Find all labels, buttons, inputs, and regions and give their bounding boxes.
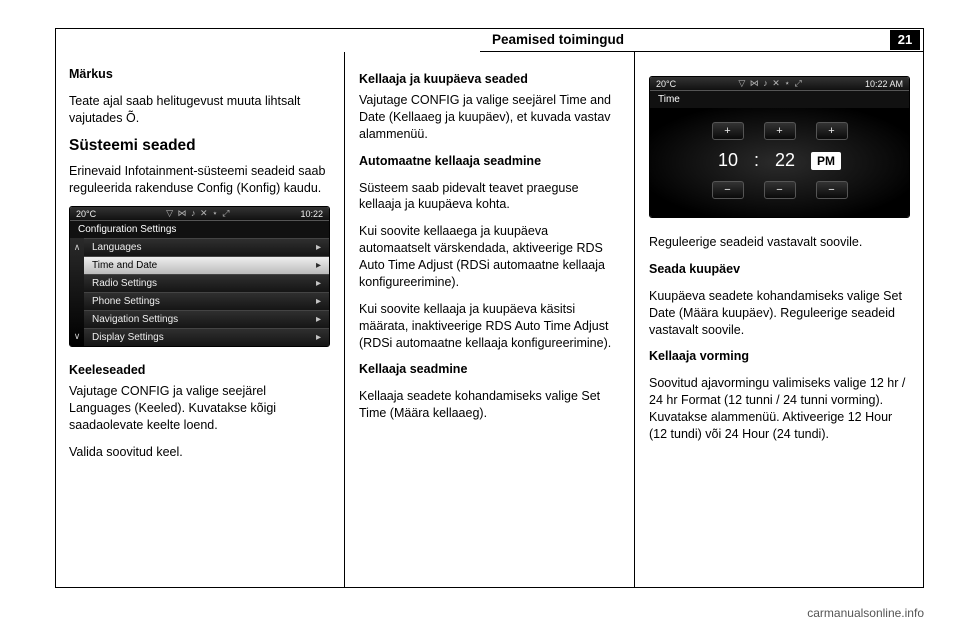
auto-time-p3: Kui soovite kellaaja ja kuupäeva käsitsi… (359, 301, 620, 352)
scroll-up-icon: ∧ (74, 242, 81, 253)
content-columns: Märkus Teate ajal saab helitugevust muut… (55, 52, 924, 588)
chevron-right-icon: ▸ (316, 242, 321, 253)
hour-value: 10 (718, 150, 738, 171)
screen-title: Time (650, 91, 909, 108)
hour-plus-button: + (712, 122, 744, 140)
time-format-p: Soovitud ajavormingu valimiseks valige 1… (649, 375, 910, 443)
set-date-p: Kuupäeva seadete kohandamiseks valige Se… (649, 288, 910, 339)
auto-time-p1: Süsteem saab pidevalt teavet praeguse ke… (359, 180, 620, 214)
time-set-p: Kellaaja seadete kohandamiseks valige Se… (359, 388, 620, 422)
chevron-right-icon: ▸ (316, 332, 321, 343)
column-3: 20°C ▽ ⋈ ♪ ✕ ⋆ ⤢ 10:22 AM Time + + + 10 … (634, 52, 924, 588)
list-item: Time and Date ▸ (84, 256, 329, 274)
time-adjust-p: Reguleerige seadeid vastavalt soovile. (649, 234, 910, 251)
language-settings-p1: Vajutage CONFIG ja valige seejärel Langu… (69, 383, 330, 434)
time-colon: : (754, 150, 759, 171)
chevron-right-icon: ▸ (316, 260, 321, 271)
list-item: Navigation Settings ▸ (84, 310, 329, 328)
status-icons: ▽ ⋈ ♪ ✕ ⋆ ⤢ (166, 208, 230, 219)
language-settings-heading: Keeleseaded (69, 363, 330, 377)
time-format-heading: Kellaaja vorming (649, 348, 910, 365)
status-temp: 20°C (76, 209, 96, 219)
column-1: Märkus Teate ajal saab helitugevust muut… (55, 52, 344, 588)
minute-value: 22 (775, 150, 795, 171)
chevron-right-icon: ▸ (316, 296, 321, 307)
time-date-p1: Vajutage CONFIG ja valige seejärel Time … (359, 92, 620, 143)
screen-status-bar: 20°C ▽ ⋈ ♪ ✕ ⋆ ⤢ 10:22 (70, 207, 329, 221)
list-item: Display Settings ▸ (84, 328, 329, 346)
hour-minus-button: − (712, 181, 744, 199)
screen-status-bar: 20°C ▽ ⋈ ♪ ✕ ⋆ ⤢ 10:22 AM (650, 77, 909, 91)
ampm-minus-button: − (816, 181, 848, 199)
list-item-label: Phone Settings (92, 296, 160, 307)
time-date-heading: Kellaaja ja kuupäeva seaded (359, 72, 620, 86)
status-clock: 10:22 AM (865, 79, 903, 89)
plus-row: + + + (712, 122, 848, 140)
note-heading: Märkus (69, 66, 330, 83)
config-settings-screenshot: 20°C ▽ ⋈ ♪ ✕ ⋆ ⤢ 10:22 Configuration Set… (69, 206, 330, 347)
ampm-plus-button: + (816, 122, 848, 140)
set-time-screenshot: 20°C ▽ ⋈ ♪ ✕ ⋆ ⤢ 10:22 AM Time + + + 10 … (649, 76, 910, 218)
config-items: Languages ▸ Time and Date ▸ Radio Settings… (84, 238, 329, 346)
minute-plus-button: + (764, 122, 796, 140)
time-adjust-panel: + + + 10 : 22 PM − − − (650, 108, 909, 217)
list-item-label: Radio Settings (92, 278, 157, 289)
minute-minus-button: − (764, 181, 796, 199)
ampm-value: PM (811, 152, 841, 170)
auto-time-heading: Automaatne kellaaja seadmine (359, 153, 620, 170)
column-2: Kellaaja ja kuupäeva seaded Vajutage CON… (344, 52, 634, 588)
status-icons: ▽ ⋈ ♪ ✕ ⋆ ⤢ (738, 78, 802, 89)
time-display-row: 10 : 22 PM (718, 150, 841, 171)
list-item: Languages ▸ (84, 238, 329, 256)
auto-time-p2: Kui soovite kellaaega ja kuupäeva automa… (359, 223, 620, 291)
footer-url: carmanualsonline.info (807, 606, 924, 620)
list-item-label: Display Settings (92, 332, 164, 343)
screen-title: Configuration Settings (70, 221, 329, 238)
minus-row: − − − (712, 181, 848, 199)
header-title: Peamised toimingud (492, 32, 624, 47)
list-item-label: Time and Date (92, 260, 157, 271)
system-settings-heading: Süsteemi seaded (69, 137, 330, 155)
time-set-heading: Kellaaja seadmine (359, 361, 620, 378)
page-header: Peamised toimingud 21 (480, 28, 924, 52)
set-date-heading: Seada kuupäev (649, 261, 910, 278)
note-body: Teate ajal saab helitugevust muuta lihts… (69, 93, 330, 127)
page-number: 21 (890, 30, 920, 50)
list-item-label: Languages (92, 242, 142, 253)
scroll-down-icon: ∨ (74, 331, 81, 342)
status-clock: 10:22 (300, 209, 323, 219)
chevron-right-icon: ▸ (316, 314, 321, 325)
list-item: Phone Settings ▸ (84, 292, 329, 310)
list-item: Radio Settings ▸ (84, 274, 329, 292)
scroll-rail: ∧ ∨ (70, 238, 84, 346)
language-settings-p2: Valida soovitud keel. (69, 444, 330, 461)
system-settings-intro: Erinevaid Infotainment-süsteemi seadeid … (69, 163, 330, 197)
list-item-label: Navigation Settings (92, 314, 178, 325)
status-temp: 20°C (656, 79, 676, 89)
config-list: ∧ ∨ Languages ▸ Time and Date ▸ Radio Sett… (70, 238, 329, 346)
chevron-right-icon: ▸ (316, 278, 321, 289)
